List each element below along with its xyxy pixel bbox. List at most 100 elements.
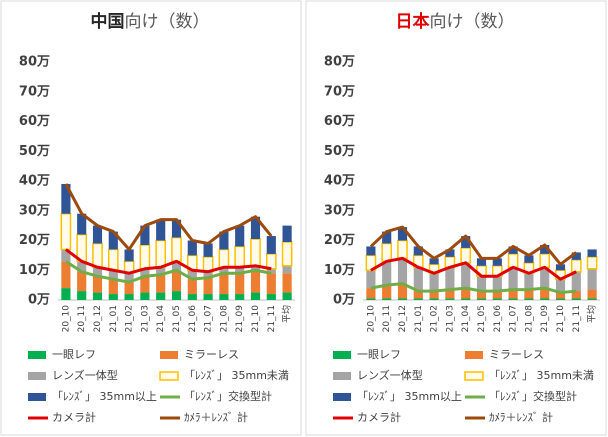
bar-segment bbox=[282, 265, 292, 274]
x-tick-label: 21_06 bbox=[493, 305, 503, 333]
x-tick-label: 20_10 bbox=[61, 305, 71, 333]
bar-segment bbox=[461, 288, 471, 299]
bar-segment bbox=[555, 264, 566, 271]
bar-segment bbox=[524, 273, 534, 290]
legend-label: 「ﾚﾝｽﾞ」交換型計 bbox=[184, 389, 272, 403]
bar-segment bbox=[555, 279, 566, 293]
bar-segment bbox=[461, 262, 471, 289]
bar-segment bbox=[219, 267, 229, 274]
y-tick-label: 70万 bbox=[324, 84, 355, 99]
y-tick-label: 0万 bbox=[333, 293, 355, 308]
y-tick-label: 80万 bbox=[19, 55, 50, 70]
bar-segment bbox=[61, 183, 71, 214]
bar-segment bbox=[203, 294, 213, 300]
bar-segment bbox=[366, 246, 376, 256]
bar-segment bbox=[540, 244, 550, 254]
legend-label: カメラ計 bbox=[52, 410, 96, 424]
title-emphasis: 日本 bbox=[396, 11, 430, 32]
legend-swatch bbox=[28, 372, 46, 380]
y-tick-label: 60万 bbox=[324, 114, 355, 129]
bar-segment bbox=[382, 231, 392, 244]
bar-segment bbox=[187, 294, 197, 300]
bar-segment bbox=[92, 242, 103, 269]
bar-segment bbox=[140, 276, 150, 293]
bar-segment bbox=[155, 239, 167, 269]
legend-label: 一眼レフ bbox=[357, 348, 401, 361]
x-tick-label: 21_04 bbox=[156, 305, 166, 333]
x-tick-label: 20_11 bbox=[382, 305, 392, 332]
legend-label: ｶﾒﾗ＋ﾚﾝｽﾞ 計 bbox=[184, 410, 248, 424]
x-tick-label: 21_06 bbox=[188, 305, 198, 333]
bar-segment bbox=[429, 291, 439, 299]
bar-segment bbox=[250, 292, 261, 300]
bar-segment bbox=[140, 268, 150, 277]
bar-segment bbox=[124, 294, 134, 300]
x-tick-label: 21_03 bbox=[140, 305, 150, 332]
bar-segment bbox=[507, 253, 519, 269]
bar-segment bbox=[555, 298, 566, 300]
bar-segment bbox=[382, 285, 392, 299]
bar-segment bbox=[397, 283, 408, 299]
bar-segment bbox=[429, 273, 439, 292]
x-tick-label: 21_01 bbox=[414, 305, 424, 332]
bar-segment bbox=[265, 253, 277, 270]
series-line bbox=[370, 256, 577, 281]
bar-segment bbox=[203, 277, 213, 295]
bar-segment bbox=[539, 253, 551, 269]
x-tick-label: 21_10 bbox=[251, 305, 261, 333]
chart-title: 日本向け（数） bbox=[396, 11, 515, 32]
bar-segment bbox=[429, 258, 439, 265]
bar-segment bbox=[429, 298, 439, 300]
bar-segment bbox=[171, 219, 182, 238]
bar-segment bbox=[235, 273, 245, 295]
bar-segment bbox=[540, 298, 550, 300]
bar-segment bbox=[282, 273, 292, 293]
bar-segment bbox=[187, 270, 197, 280]
bar-segment bbox=[266, 268, 276, 274]
bar-segment bbox=[445, 249, 455, 257]
bar-segment bbox=[587, 289, 597, 299]
x-tick-label: 21_02 bbox=[430, 305, 440, 332]
legend-swatch bbox=[28, 351, 46, 359]
bar-segment bbox=[107, 248, 119, 272]
series-line bbox=[65, 260, 272, 284]
bar-segment bbox=[61, 288, 71, 300]
y-tick-label: 20万 bbox=[19, 233, 50, 248]
y-tick-label: 20万 bbox=[324, 233, 355, 248]
bar-segment bbox=[77, 213, 87, 235]
legend-label: レンズ一体型 bbox=[52, 368, 118, 382]
x-tick-label: 21_02 bbox=[125, 305, 135, 332]
bar-segment bbox=[108, 270, 118, 280]
bar-segment bbox=[234, 245, 246, 269]
bar-segment bbox=[476, 258, 487, 266]
bar-segment bbox=[461, 298, 471, 300]
bar-segment bbox=[235, 294, 245, 300]
y-tick-label: 30万 bbox=[324, 203, 355, 218]
legend-label: ｶﾒﾗ＋ﾚﾝｽﾞ 計 bbox=[489, 410, 553, 424]
legend-swatch bbox=[333, 393, 351, 401]
bar-segment bbox=[140, 225, 150, 245]
bar-segment bbox=[92, 292, 103, 300]
bar-segment bbox=[203, 243, 213, 257]
bar-segment bbox=[524, 289, 534, 299]
legend-swatch bbox=[160, 351, 178, 359]
legend-swatch bbox=[464, 371, 484, 381]
y-tick-label: 60万 bbox=[19, 114, 50, 129]
bar-segment bbox=[124, 282, 134, 295]
bar-segment bbox=[77, 261, 87, 272]
bar-segment bbox=[587, 268, 597, 290]
x-tick-label: 21_05 bbox=[172, 305, 182, 332]
bar-segment bbox=[366, 270, 376, 289]
bar-segment bbox=[140, 292, 150, 300]
bar-segment bbox=[397, 227, 408, 241]
bar-segment bbox=[382, 261, 392, 286]
bar-segment bbox=[156, 274, 166, 293]
bar-segment bbox=[508, 246, 518, 254]
bar-segment bbox=[187, 279, 197, 295]
bar-segment bbox=[508, 298, 518, 300]
bar-segment bbox=[282, 292, 292, 300]
bar-segment bbox=[124, 249, 134, 262]
bar-segment bbox=[61, 261, 71, 289]
bar-segment bbox=[492, 258, 502, 266]
title-emphasis: 中国 bbox=[91, 11, 125, 32]
